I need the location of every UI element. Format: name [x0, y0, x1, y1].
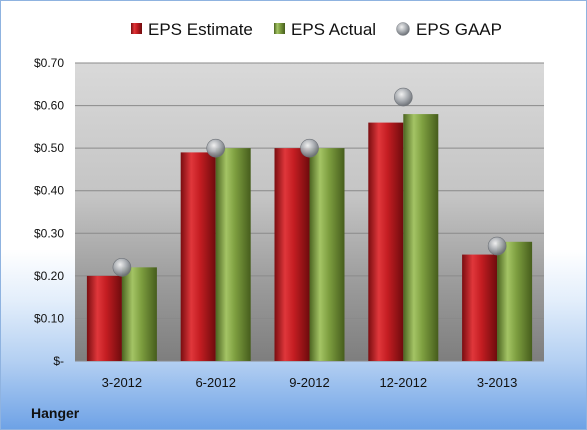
bar-eps-estimate [462, 254, 498, 361]
y-tick-label: $- [53, 354, 64, 368]
x-tick-label: 12-2012 [379, 375, 427, 390]
company-label: Hanger [31, 405, 80, 421]
y-tick-label: $0.60 [34, 99, 64, 113]
y-tick-label: $0.30 [34, 226, 64, 240]
bar-eps-estimate [86, 275, 122, 361]
bar-eps-estimate [180, 152, 216, 361]
y-tick-label: $0.20 [34, 269, 64, 283]
legend: EPS Estimate EPS Actual EPS GAAP [131, 20, 502, 39]
y-tick-label: $0.10 [34, 311, 64, 325]
marker-eps-gaap [393, 87, 413, 107]
bar-eps-estimate [368, 122, 404, 361]
legend-swatch-eps-estimate [131, 23, 142, 34]
gaap-markers [112, 87, 507, 277]
legend-label-eps-estimate: EPS Estimate [148, 20, 253, 39]
bar-eps-actual [121, 267, 157, 361]
bar-eps-actual [497, 241, 533, 361]
bars [86, 114, 533, 361]
x-tick-label: 9-2012 [289, 375, 329, 390]
y-axis: $- $0.10 $0.20 $0.30 $0.40 $0.50 $0.60 $0.70 [34, 56, 64, 368]
marker-eps-gaap [206, 138, 225, 158]
bar-eps-actual [403, 114, 439, 361]
x-tick-label: 3-2012 [102, 375, 142, 390]
y-tick-label: $0.50 [34, 141, 64, 155]
bar-eps-actual [309, 148, 345, 361]
marker-eps-gaap [112, 258, 132, 277]
x-axis: 3-2012 6-2012 9-2012 12-2012 3-2013 [102, 375, 518, 390]
y-tick-label: $0.40 [34, 184, 64, 198]
marker-eps-gaap [487, 236, 507, 256]
bar-eps-estimate [274, 148, 310, 361]
legend-label-eps-actual: EPS Actual [291, 20, 376, 39]
marker-eps-gaap [300, 138, 319, 158]
legend-swatch-eps-actual [274, 23, 285, 34]
x-tick-label: 6-2012 [195, 375, 235, 390]
y-tick-label: $0.70 [34, 56, 64, 70]
bar-eps-actual [215, 148, 251, 361]
legend-swatch-eps-gaap [396, 22, 410, 36]
x-tick-label: 3-2013 [477, 375, 517, 390]
legend-label-eps-gaap: EPS GAAP [416, 20, 502, 39]
